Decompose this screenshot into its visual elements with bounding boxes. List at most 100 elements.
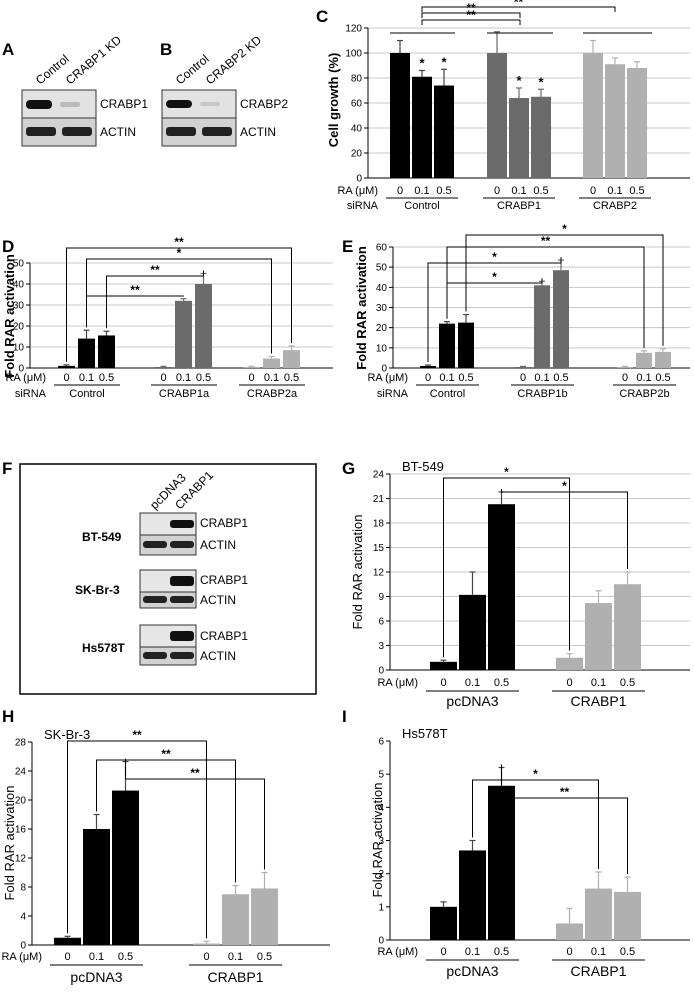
comparison-label: ** bbox=[560, 785, 570, 799]
row-label-ra: RA (μM) bbox=[5, 372, 46, 384]
y-tick-label: 40 bbox=[376, 283, 388, 294]
comparison-bracket bbox=[66, 247, 292, 362]
dose-label: 0 bbox=[425, 372, 431, 384]
dose-label: 0 bbox=[590, 185, 596, 197]
comparison-bracket bbox=[421, 12, 521, 18]
comparison-bracket bbox=[125, 758, 265, 870]
y-tick-label: 40 bbox=[13, 280, 25, 291]
y-tick-label: 120 bbox=[345, 24, 362, 35]
bar bbox=[515, 366, 531, 368]
dose-label: 0.1 bbox=[176, 372, 191, 384]
y-tick-label: 5 bbox=[378, 770, 384, 781]
bar bbox=[222, 894, 249, 945]
blot-band bbox=[143, 541, 167, 548]
panel-letter-c: C bbox=[316, 7, 328, 26]
dose-label: 0.5 bbox=[655, 372, 670, 384]
y-tick-label: 50 bbox=[376, 263, 388, 274]
group-label: pcDNA3 bbox=[446, 963, 498, 979]
blot-panel-b: Control CRABP2 KD CRABP2 ACTIN bbox=[161, 33, 288, 147]
bar bbox=[459, 850, 486, 940]
dose-label: 0.1 bbox=[414, 185, 429, 197]
bar bbox=[430, 906, 457, 940]
dose-label: 0 bbox=[494, 185, 500, 197]
y-tick-label: 30 bbox=[13, 301, 25, 312]
y-tick-label: 20 bbox=[376, 323, 388, 334]
panel-letter-a: A bbox=[2, 40, 14, 59]
dose-label: 0.5 bbox=[118, 951, 133, 963]
comparison-bracket bbox=[421, 6, 616, 12]
chart-title: SK-Br-3 bbox=[44, 727, 90, 742]
y-tick-label: 0 bbox=[356, 174, 362, 185]
comparison-label: ** bbox=[514, 0, 524, 9]
y-tick-label: 24 bbox=[373, 470, 385, 481]
bar bbox=[83, 829, 110, 945]
bar bbox=[556, 657, 583, 670]
comparison-label: * bbox=[504, 465, 509, 479]
significance-mark: * bbox=[441, 54, 447, 69]
comparison-label: * bbox=[492, 270, 497, 284]
group-label: CRABP1 bbox=[207, 969, 263, 985]
blot-band bbox=[170, 541, 194, 548]
row-label-actin: ACTIN bbox=[240, 125, 276, 139]
bar bbox=[553, 270, 569, 368]
lane-label-crabp1-kd: CRABP1 KD bbox=[63, 33, 124, 88]
bar bbox=[263, 358, 280, 368]
comparison-label: * bbox=[492, 250, 497, 264]
y-tick-label: 15 bbox=[373, 543, 385, 554]
y-tick-label: 100 bbox=[345, 49, 362, 60]
bar bbox=[614, 584, 641, 670]
blot-band bbox=[166, 100, 192, 108]
panel-letter-f: F bbox=[2, 459, 12, 478]
dose-label: 0 bbox=[397, 185, 403, 197]
blot-panel-a: Control CRABP1 KD CRABP1 ACTIN bbox=[21, 33, 148, 147]
bar bbox=[155, 366, 172, 368]
y-tick-label: 50 bbox=[13, 259, 25, 270]
comparison-bracket bbox=[472, 779, 599, 870]
blot-strip bbox=[139, 646, 197, 666]
y-tick-label: 4 bbox=[378, 803, 384, 814]
y-tick-label: 80 bbox=[351, 74, 363, 85]
comparison-label: ** bbox=[466, 8, 476, 22]
y-axis-label: Fold RAR activation bbox=[2, 786, 17, 901]
y-tick-label: 3 bbox=[378, 641, 384, 652]
comparison-bracket bbox=[106, 270, 204, 329]
row-label-ra: RA (μM) bbox=[337, 185, 378, 197]
dose-label: 0.1 bbox=[228, 951, 243, 963]
bar bbox=[112, 790, 139, 945]
blot-strip bbox=[139, 534, 197, 556]
bar bbox=[605, 64, 625, 178]
blot-band bbox=[170, 520, 194, 528]
group-label: CRABP2 bbox=[593, 200, 637, 212]
dose-label: 0.1 bbox=[591, 946, 606, 958]
blot-band bbox=[26, 100, 52, 109]
y-axis-label: Fold RAR activation bbox=[354, 246, 369, 370]
y-tick-label: 6 bbox=[378, 617, 384, 628]
comparison-bracket bbox=[446, 278, 543, 319]
dose-label: 0.5 bbox=[257, 951, 272, 963]
chart-title: Hs578T bbox=[402, 726, 448, 741]
bar bbox=[534, 285, 550, 368]
row-label-crabp2: CRABP2 bbox=[240, 97, 288, 111]
y-tick-label: 20 bbox=[351, 149, 363, 160]
comparison-bracket bbox=[67, 740, 207, 939]
group-label: Control bbox=[69, 388, 104, 400]
bar bbox=[585, 888, 612, 940]
comparison-bracket bbox=[86, 258, 272, 354]
bar bbox=[585, 603, 612, 670]
dose-label: 0.5 bbox=[533, 185, 548, 197]
dose-label: 0.1 bbox=[636, 372, 651, 384]
group-label: Control bbox=[404, 200, 439, 212]
dose-label: 0.1 bbox=[607, 185, 622, 197]
blot-band bbox=[143, 596, 167, 603]
row-label-ra: RA (μM) bbox=[367, 372, 408, 384]
lane-label-control: Control bbox=[33, 52, 72, 88]
y-tick-label: 2 bbox=[378, 869, 384, 880]
row-label-ra: RA (μM) bbox=[1, 951, 42, 963]
row-label-crabp1: CRABP1 bbox=[200, 516, 248, 530]
bar bbox=[430, 661, 457, 670]
cell-line-label: BT-549 bbox=[82, 530, 122, 544]
dose-label: 0 bbox=[520, 372, 526, 384]
bar bbox=[439, 323, 455, 368]
chart-h: 0 4 8 12 16 20 24 28 Fold RAR activation SK-Br-3 0… bbox=[1, 727, 330, 985]
